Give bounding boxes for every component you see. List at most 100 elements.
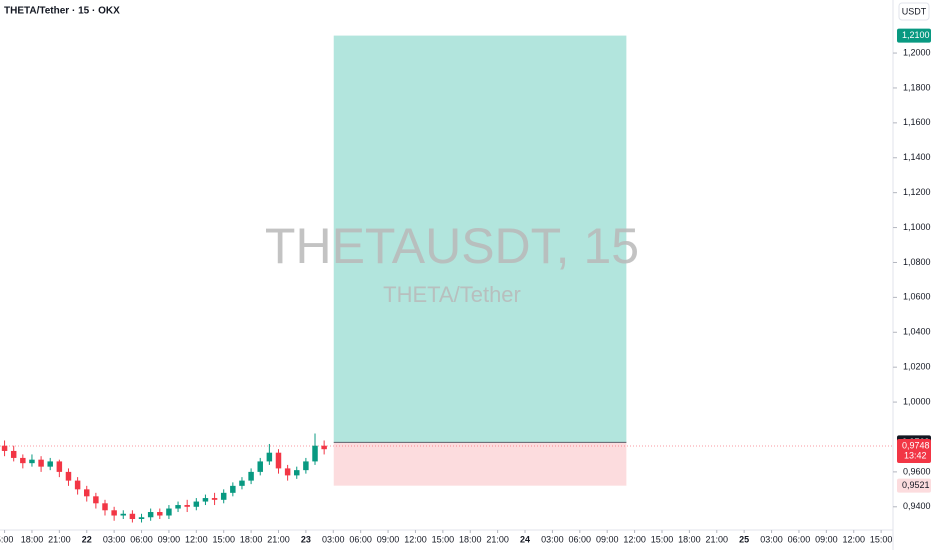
candle-body — [239, 480, 245, 486]
x-tick-label: 5:00 — [0, 534, 13, 544]
candle-body — [284, 468, 291, 476]
x-tick-label: 09:00 — [815, 534, 838, 544]
candle-body — [93, 496, 99, 504]
loss-zone — [333, 442, 627, 486]
candle-body — [257, 461, 263, 472]
candle-body — [74, 480, 81, 490]
candle-body — [312, 445, 318, 462]
currency[interactable]: USDT — [902, 6, 927, 16]
candle-body — [184, 505, 190, 507]
countdown: 13:42 — [904, 450, 927, 460]
candle-body — [275, 452, 282, 469]
candle-body — [138, 517, 145, 520]
y-tick-label: 1,0400 — [903, 327, 931, 337]
x-tick-label: 09:00 — [158, 534, 181, 544]
last-price-marker-label: 0,9748 — [902, 440, 930, 450]
x-tick-label: 25 — [739, 534, 749, 544]
candle-body — [321, 445, 327, 450]
y-tick-label: 1,1000 — [903, 222, 931, 232]
candle-body — [1, 445, 8, 451]
candle-body — [47, 461, 53, 467]
x-tick-label: 03:00 — [541, 534, 564, 544]
candle-body — [84, 489, 90, 497]
candle-body — [166, 508, 172, 516]
x-tick-label: 15:00 — [212, 534, 235, 544]
chart-title: THETA/Tether · 15 · OKX — [4, 6, 120, 17]
y-tick-label: 1,2000 — [903, 47, 931, 57]
candle-body — [193, 501, 200, 507]
x-tick-label: 18:00 — [240, 534, 263, 544]
position-layer — [0, 35, 893, 486]
x-tick-label: 22 — [82, 534, 92, 544]
candle-body — [10, 450, 17, 458]
candle-body — [29, 459, 35, 464]
stop-marker-label: 0,9521 — [902, 480, 930, 490]
axes: 0,9400 0,9600 1,0000 1,0200 1,0400 1,0600 1,08… — [0, 28, 931, 544]
x-tick-label: 18:00 — [678, 534, 701, 544]
candle-body — [202, 498, 209, 502]
watermark-subtitle: THETA/Tether — [383, 282, 521, 307]
candle-body — [56, 461, 63, 472]
target-marker-box — [897, 28, 931, 43]
candle-body — [248, 471, 254, 481]
x-tick-label: 21:00 — [486, 534, 509, 544]
candle-body — [147, 512, 154, 518]
target-marker-label: 1,2100 — [902, 30, 930, 40]
x-tick-label: 24 — [520, 534, 530, 544]
y-tick-label: 1,1200 — [903, 187, 931, 197]
x-tick-label: 12:00 — [404, 534, 427, 544]
candle-body — [65, 471, 72, 481]
x-tick-label: 21:00 — [48, 534, 71, 544]
x-tick-label: 15:00 — [651, 534, 674, 544]
x-tick-label: 06:00 — [130, 534, 153, 544]
x-tick-label: 21:00 — [706, 534, 729, 544]
x-tick-label: 06:00 — [349, 534, 372, 544]
last-price-marker-box — [897, 439, 931, 464]
y-tick-label: 1,0200 — [903, 362, 931, 372]
candle-body — [20, 457, 26, 464]
x-tick-label: 15:00 — [870, 534, 893, 544]
x-tick-label: 15:00 — [432, 534, 455, 544]
x-tick-label: 06:00 — [788, 534, 811, 544]
candle-body — [266, 452, 273, 462]
y-tick-label: 1,1400 — [903, 152, 931, 162]
y-tick-label: 1,0800 — [903, 257, 931, 267]
candle-body — [230, 485, 236, 493]
x-tick-label: 09:00 — [377, 534, 400, 544]
x-tick-label: 18:00 — [21, 534, 44, 544]
x-tick-label: 03:00 — [322, 534, 345, 544]
candles — [1, 433, 327, 523]
x-tick-label: 09:00 — [596, 534, 619, 544]
stop-marker-box — [897, 478, 931, 493]
y-tick-label: 0,9600 — [903, 466, 931, 476]
candle-body — [294, 470, 300, 476]
profit-zone — [333, 35, 627, 443]
candle-body — [102, 503, 108, 511]
x-tick-label: 03:00 — [760, 534, 783, 544]
candle-body — [303, 461, 309, 471]
y-tick-label: 1,1600 — [903, 117, 931, 127]
x-tick-label: 23 — [301, 534, 311, 544]
candle-body — [129, 513, 136, 520]
currency-button[interactable] — [898, 2, 930, 21]
x-tick-label: 03:00 — [103, 534, 126, 544]
x-tick-label: 12:00 — [842, 534, 865, 544]
y-tick-label: 0,9400 — [903, 501, 931, 511]
x-tick-label: 06:00 — [569, 534, 592, 544]
candle-body — [211, 498, 218, 500]
x-tick-label: 12:00 — [623, 534, 646, 544]
candle-body — [38, 459, 44, 467]
y-tick-label: 1,0600 — [903, 292, 931, 302]
x-tick-label: 21:00 — [267, 534, 290, 544]
candle-body — [111, 510, 117, 516]
candle-body — [120, 513, 127, 516]
candle-body — [157, 512, 163, 516]
candle-body — [175, 505, 181, 509]
watermark: THETAUSDT, 15 — [265, 218, 639, 274]
y-tick-label: 1,0000 — [903, 396, 931, 406]
candle-body — [220, 492, 227, 500]
x-tick-label: 18:00 — [459, 534, 482, 544]
y-tick-label: 1,1800 — [903, 82, 931, 92]
